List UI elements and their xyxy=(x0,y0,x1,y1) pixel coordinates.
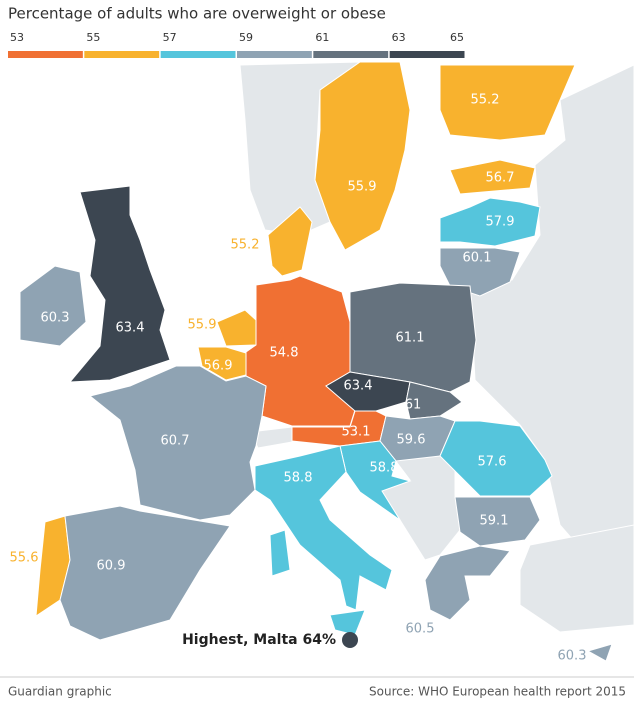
region xyxy=(269,529,291,577)
region xyxy=(216,309,257,347)
region-label: 55.9 xyxy=(188,318,217,333)
region xyxy=(439,247,521,297)
region xyxy=(439,420,553,497)
legend-swatch xyxy=(313,51,389,58)
region-label: 60.5 xyxy=(406,622,435,637)
region-label: 57.6 xyxy=(478,455,507,470)
region-label: 56.7 xyxy=(486,171,515,186)
labels: 55.2 55.9 56.7 57.9 60.1 55.2 60.3 63.4 55.9 56.9… xyxy=(10,93,587,664)
footer-right: Source: WHO European health report 2015 xyxy=(369,685,626,699)
legend-swatch xyxy=(237,51,312,58)
legend: 53 55 57 59 61 63 65 xyxy=(8,31,465,58)
region xyxy=(314,61,411,251)
land xyxy=(469,64,634,611)
region-label: 58.8 xyxy=(284,471,313,486)
region-label: 63.4 xyxy=(116,321,145,336)
region-label: 60.3 xyxy=(41,311,70,326)
region-label: 60.9 xyxy=(97,559,126,574)
region xyxy=(439,197,541,247)
annotation: Highest, Malta 64% xyxy=(182,632,336,648)
region xyxy=(267,206,313,277)
region xyxy=(68,185,171,383)
footer-left: Guardian graphic xyxy=(8,685,112,699)
region-label: 60.7 xyxy=(161,434,190,449)
region-label: 57.9 xyxy=(486,215,515,230)
legend-label: 59 xyxy=(239,31,253,44)
legend-label: 55 xyxy=(86,31,100,44)
legend-swatch xyxy=(160,51,236,58)
legend-label: 53 xyxy=(10,31,24,44)
region xyxy=(19,265,87,347)
region xyxy=(449,159,536,195)
region xyxy=(439,64,576,141)
region xyxy=(586,643,613,662)
region xyxy=(349,282,477,393)
legend-swatch xyxy=(8,51,83,58)
region-label: 58.8 xyxy=(370,461,399,476)
region-label: 56.9 xyxy=(204,359,233,374)
region xyxy=(424,545,511,621)
region-label: 55.2 xyxy=(471,93,500,108)
region-label: 61 xyxy=(405,398,422,413)
region-label: 54.8 xyxy=(270,346,299,361)
region-label: 63.4 xyxy=(344,379,373,394)
background-land xyxy=(239,61,634,633)
title: Percentage of adults who are overweight … xyxy=(8,5,386,23)
legend-label: 61 xyxy=(315,31,329,44)
region-label: 60.1 xyxy=(463,251,492,266)
region-label: 55.6 xyxy=(10,551,39,566)
malta-dot xyxy=(342,632,358,648)
legend-label: 57 xyxy=(163,31,177,44)
region xyxy=(254,445,393,611)
region-label: 55.9 xyxy=(348,180,377,195)
region-label: 55.2 xyxy=(231,238,260,253)
region-label: 60.3 xyxy=(558,649,587,664)
region-label: 61.1 xyxy=(396,331,425,346)
region-label: 53.1 xyxy=(342,425,371,440)
legend-swatch xyxy=(389,51,465,58)
region xyxy=(339,440,412,521)
legend-swatch xyxy=(84,51,160,58)
region-label: 59.6 xyxy=(397,433,426,448)
region-label: 59.1 xyxy=(480,514,509,529)
legend-label: 65 xyxy=(450,31,464,44)
land xyxy=(519,524,634,633)
legend-label: 63 xyxy=(392,31,406,44)
region xyxy=(454,496,541,547)
region xyxy=(59,505,231,641)
region xyxy=(379,415,456,462)
regions xyxy=(19,61,613,662)
